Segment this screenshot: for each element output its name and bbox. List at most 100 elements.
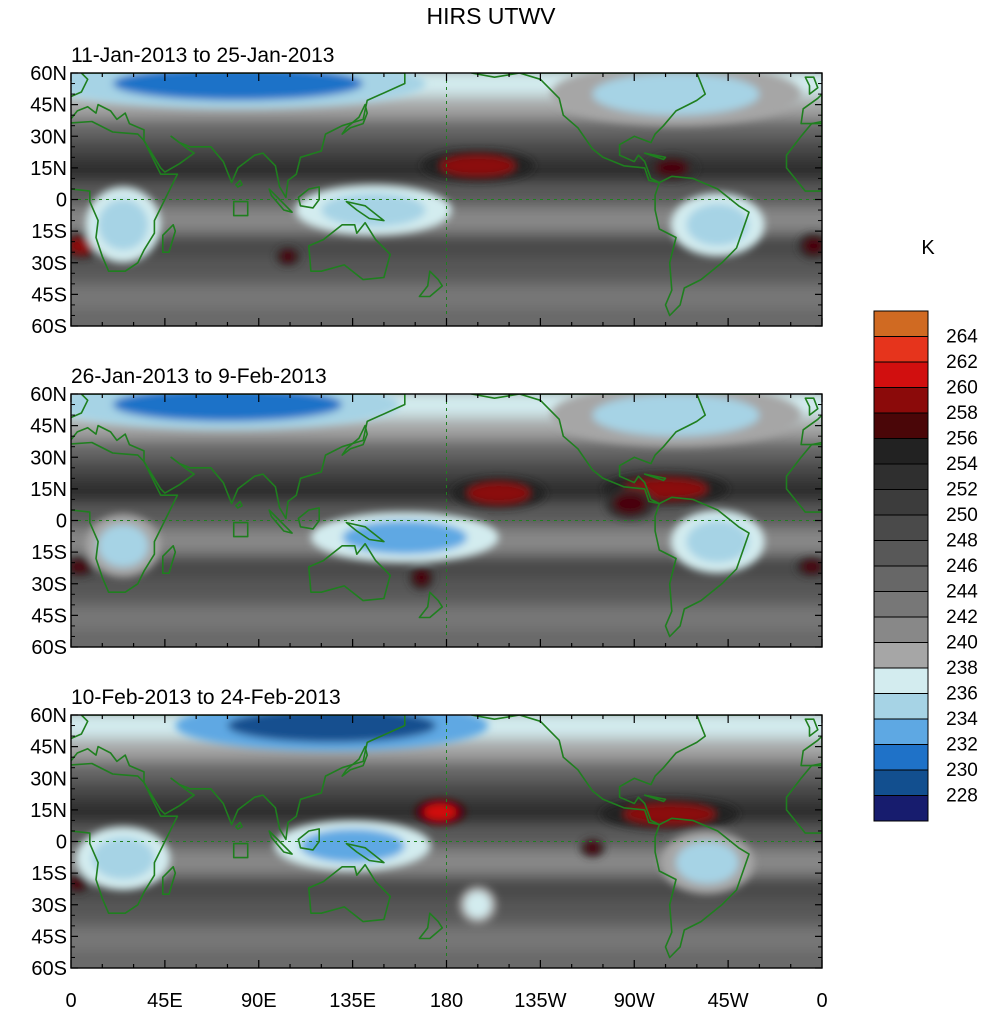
field-min	[91, 837, 155, 880]
field-max	[655, 159, 689, 177]
colorbar-label: 252	[946, 480, 978, 501]
colorbar-box	[873, 718, 929, 745]
colorbar-label: 240	[946, 633, 978, 654]
field-min	[465, 892, 491, 918]
lon-label: 45E	[147, 990, 183, 1012]
colorbar-box	[873, 795, 929, 822]
colorbar-box	[873, 769, 929, 796]
colorbar-box	[873, 489, 929, 516]
coastline-borneo	[297, 507, 320, 530]
lat-label: 30S	[31, 253, 67, 275]
colorbar-box	[873, 540, 929, 567]
coastline-borneo	[297, 186, 320, 209]
coastline-africa	[71, 441, 179, 593]
lat-label: 15N	[30, 800, 67, 822]
panel-2-coastlines	[71, 394, 822, 647]
panel-3-subtitle: 10-Feb-2013 to 24-Feb-2013	[71, 686, 341, 709]
field-max	[801, 560, 822, 574]
coastline-madagascar	[162, 224, 177, 253]
colorbar-label: 242	[946, 607, 978, 628]
coastline-japan	[341, 424, 368, 456]
coastline-cuba	[643, 473, 667, 482]
field-max	[413, 568, 430, 586]
colorbar-box	[873, 642, 929, 669]
coastline-nz	[418, 912, 444, 940]
map-panel-1: 11-Jan-2013 to 25-Jan-2013 60N 45N 30N 15N 0…	[30, 44, 823, 338]
colorbar-label: 236	[946, 684, 978, 705]
lat-label: 0	[56, 511, 67, 533]
lat-label: 60N	[30, 63, 67, 85]
coastline-west-europe	[800, 414, 822, 446]
field-min	[342, 520, 468, 555]
colorbar-box	[873, 616, 929, 643]
colorbar-box	[873, 693, 929, 720]
lon-label: 45W	[708, 990, 749, 1012]
lat-label: 60S	[31, 637, 67, 659]
coastline-sa	[654, 817, 750, 959]
colorbar-label: 248	[946, 531, 978, 552]
region-box	[232, 842, 249, 859]
field-max	[71, 237, 94, 255]
coastline-newguinea	[345, 200, 385, 222]
colorbar-box	[873, 412, 929, 439]
lon-label: 135W	[514, 990, 566, 1012]
colorbar-units: K	[921, 237, 935, 259]
coastline-sumatra	[268, 830, 293, 855]
coastline-na	[470, 715, 706, 826]
field-max	[467, 482, 530, 504]
lon-label: 0	[816, 990, 827, 1012]
coastline-japan	[341, 103, 368, 135]
coastline-west-europe	[800, 93, 822, 125]
coastline-srilanka	[235, 821, 243, 830]
region-box	[232, 200, 249, 217]
coastline-srilanka	[235, 500, 243, 509]
colorbar-label: 246	[946, 556, 978, 577]
coastline-europe_asia	[71, 73, 406, 199]
map-panel-2: 26-Jan-2013 to 9-Feb-2013 60N 45N 30N 15N 0 1…	[30, 365, 823, 659]
field-min	[675, 841, 739, 884]
field-min	[98, 524, 149, 567]
coastline-nz	[418, 591, 444, 619]
panel-3-coastlines	[71, 715, 822, 968]
zonal-band	[71, 459, 822, 481]
lat-label: 30N	[30, 447, 67, 469]
lat-label: 15S	[31, 863, 67, 885]
colorbar-label: 264	[946, 327, 978, 348]
colorbar-box	[873, 667, 929, 694]
zonal-band	[71, 184, 822, 206]
colorbar-label: 256	[946, 429, 978, 450]
field-max	[279, 250, 297, 263]
colorbar-label: 244	[946, 582, 978, 603]
colorbar-label: 234	[946, 709, 978, 730]
lat-label: 15N	[30, 479, 67, 501]
zonal-band	[71, 826, 822, 848]
coastline-west-africa	[785, 120, 822, 192]
colorbar-box	[873, 744, 929, 771]
lat-label: 60S	[31, 316, 67, 338]
colorbar-box	[873, 438, 929, 465]
lat-label: 45S	[31, 605, 67, 627]
panel-2-subtitle: 26-Jan-2013 to 9-Feb-2013	[71, 365, 327, 388]
field-min	[686, 520, 749, 563]
colorbar-label: 262	[946, 352, 978, 373]
coastline-uk	[804, 76, 819, 95]
colorbar-labels: 264 262 260 258 256 254 252 250 248 246 244 242 240 2…	[946, 327, 978, 807]
field-min	[686, 203, 749, 246]
coastline-europe_asia	[71, 715, 406, 841]
field-min	[592, 394, 760, 437]
field-max	[584, 841, 601, 855]
coastline-west-africa	[785, 441, 822, 513]
lat-label: 45S	[31, 926, 67, 948]
field-min	[592, 73, 760, 116]
lat-label: 45S	[31, 284, 67, 306]
lat-label: 45N	[30, 95, 67, 117]
region-box	[232, 521, 249, 538]
coastline-na	[470, 73, 706, 184]
field-min	[98, 199, 149, 251]
coastline-africa	[71, 120, 179, 272]
coastline-madagascar	[162, 545, 177, 574]
colorbar-boxes	[873, 310, 929, 822]
field-max	[803, 237, 822, 255]
colorbar-box	[873, 310, 929, 337]
